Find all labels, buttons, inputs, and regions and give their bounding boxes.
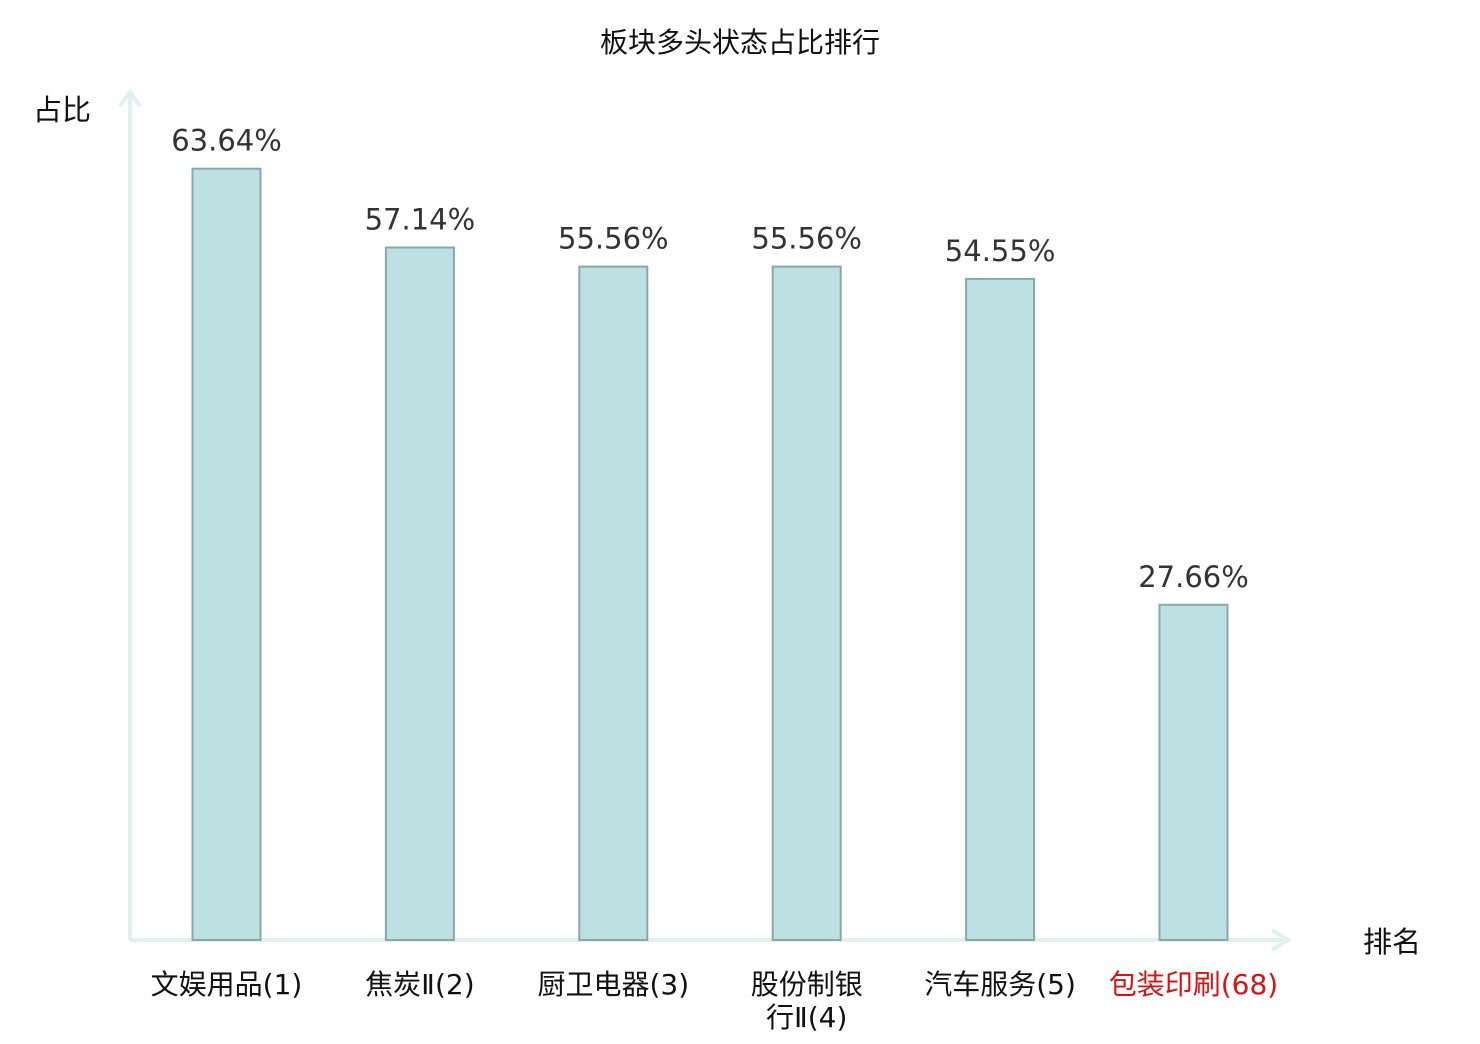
category-label-line: 汽车服务(5) <box>924 968 1076 1001</box>
y-axis-arrow <box>118 88 142 108</box>
bar <box>771 265 842 942</box>
category-label: 汽车服务(5) <box>924 968 1076 1001</box>
category-label-line: 行Ⅱ(4) <box>766 1001 847 1034</box>
bar <box>191 167 262 941</box>
bar <box>384 246 455 941</box>
value-labels-group: 63.64% 57.14% 55.56% 55.56% 54.55% 27.66% <box>171 124 1249 594</box>
bar <box>1158 603 1229 941</box>
category-label-line: 股份制银 <box>751 968 863 1001</box>
bar-value-label: 63.64% <box>171 124 282 158</box>
axes <box>118 88 1292 952</box>
category-label: 厨卫电器(3) <box>537 968 689 1001</box>
category-label-line: 包装印刷(68) <box>1109 968 1278 1001</box>
x-axis-arrow <box>1270 928 1292 952</box>
category-labels-group: 文娱用品(1) 焦炭Ⅱ(2) 厨卫电器(3) 股份制银行Ⅱ(4) 汽车服务(5) 包装印刷… <box>151 968 1279 1034</box>
category-label: 焦炭Ⅱ(2) <box>365 968 474 1001</box>
bars-group <box>191 167 1229 942</box>
bar-value-label: 55.56% <box>751 222 862 256</box>
category-label: 文娱用品(1) <box>151 968 303 1001</box>
category-label-line: 文娱用品(1) <box>151 968 303 1001</box>
y-axis-label: 占比 <box>33 93 91 127</box>
category-label-line: 厨卫电器(3) <box>537 968 689 1001</box>
bar <box>965 277 1036 941</box>
bar-value-label: 27.66% <box>1138 560 1249 594</box>
bar-value-label: 54.55% <box>945 234 1056 268</box>
bar-value-label: 55.56% <box>558 222 669 256</box>
bar-value-label: 57.14% <box>365 203 476 237</box>
category-label-line: 焦炭Ⅱ(2) <box>365 968 474 1001</box>
x-axis-label: 排名 <box>1363 925 1421 959</box>
category-label: 包装印刷(68) <box>1109 968 1278 1001</box>
bar <box>578 265 649 942</box>
category-label: 股份制银行Ⅱ(4) <box>751 968 863 1034</box>
chart-title: 板块多头状态占比排行 <box>600 26 880 59</box>
